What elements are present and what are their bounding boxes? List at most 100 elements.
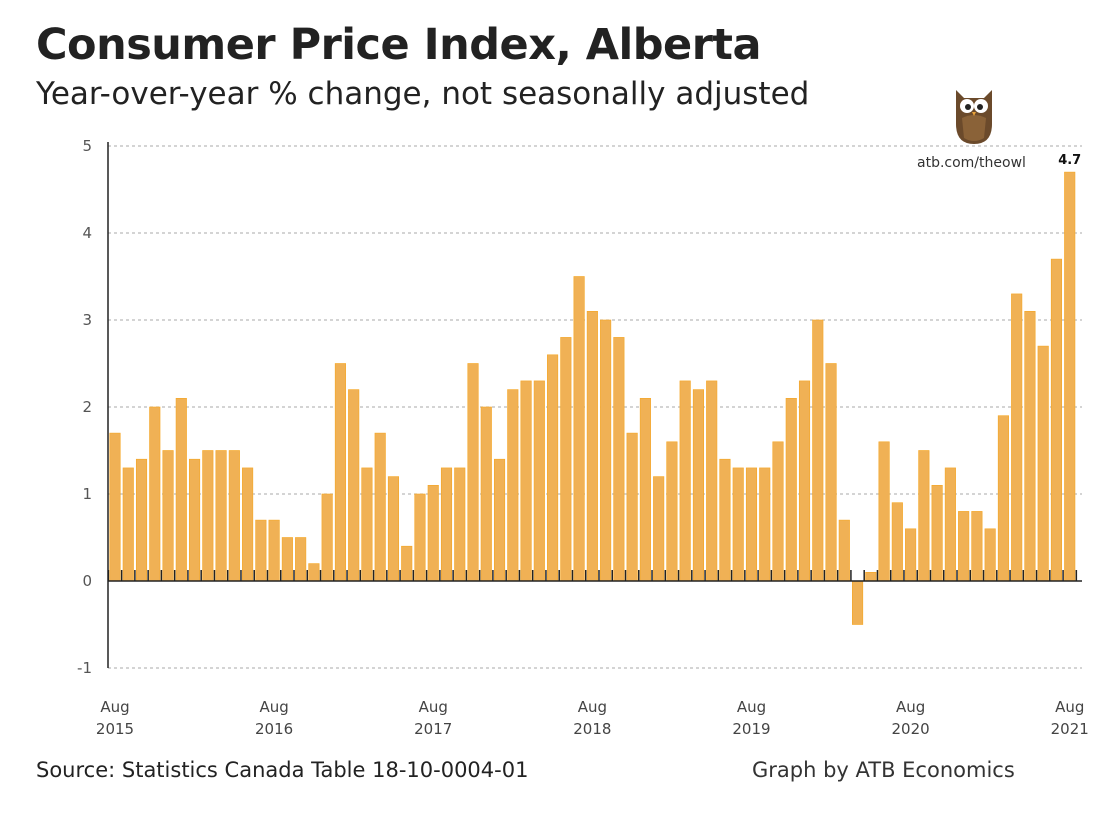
bar	[255, 519, 267, 582]
x-tick-label: Aug 2016	[255, 698, 293, 738]
bar	[361, 467, 373, 582]
x-tick-month: Aug	[896, 698, 925, 716]
bar	[812, 319, 824, 582]
x-tick-label: Aug 2015	[96, 698, 134, 738]
bar	[242, 467, 254, 582]
bar	[321, 493, 333, 582]
bar	[414, 493, 426, 582]
source-note: Source: Statistics Canada Table 18-10-00…	[36, 758, 529, 782]
bar	[852, 580, 864, 625]
bar	[334, 363, 346, 582]
chart-title: Consumer Price Index, Alberta	[36, 20, 761, 70]
bar	[454, 467, 466, 582]
bar	[1011, 293, 1023, 582]
bar	[401, 545, 413, 582]
bar	[931, 484, 943, 582]
x-tick-year: 2021	[1051, 720, 1089, 738]
bar	[215, 450, 227, 582]
y-tick-label: 0	[82, 572, 92, 590]
bar	[467, 363, 479, 582]
bar	[520, 380, 532, 582]
bar	[440, 467, 453, 582]
bar	[1064, 171, 1076, 582]
bar	[1024, 310, 1036, 582]
bar	[374, 432, 386, 582]
x-tick-year: 2017	[414, 720, 452, 738]
bar	[613, 337, 625, 582]
bar	[560, 337, 572, 582]
x-tick-label: Aug 2021	[1051, 698, 1089, 738]
x-tick-month: Aug	[1055, 698, 1084, 716]
bar	[480, 406, 492, 582]
x-tick-year: 2019	[732, 720, 770, 738]
x-tick-label: Aug 2017	[414, 698, 452, 738]
x-tick-month: Aug	[100, 698, 129, 716]
bar	[984, 528, 996, 582]
x-tick-label: Aug 2018	[573, 698, 611, 738]
x-tick-month: Aug	[737, 698, 766, 716]
bar	[149, 406, 161, 582]
bar	[573, 276, 585, 582]
bar	[997, 415, 1009, 582]
x-tick-year: 2018	[573, 720, 611, 738]
bar	[679, 380, 691, 582]
x-tick-month: Aug	[578, 698, 607, 716]
x-tick-label: Aug 2019	[732, 698, 770, 738]
bar	[547, 354, 559, 582]
bar	[838, 519, 850, 582]
bar	[891, 502, 903, 582]
bar	[175, 397, 187, 582]
chart-subtitle: Year-over-year % change, not seasonally …	[36, 76, 810, 112]
bar	[732, 467, 744, 582]
bar	[918, 450, 930, 582]
bar	[281, 537, 293, 582]
bar	[600, 319, 612, 582]
bar	[772, 441, 784, 582]
bar	[878, 441, 890, 582]
bar	[958, 511, 970, 582]
bar	[493, 458, 506, 582]
bar	[189, 458, 201, 582]
bar	[971, 511, 983, 582]
bar	[427, 484, 439, 582]
bar	[387, 476, 400, 582]
bar	[122, 467, 134, 582]
bar	[692, 389, 704, 582]
x-tick-year: 2020	[892, 720, 930, 738]
bar	[639, 397, 651, 582]
bar	[666, 441, 678, 582]
bar	[228, 450, 240, 582]
y-tick-label: 2	[82, 398, 92, 416]
bar	[586, 310, 598, 582]
y-tick-label: 4	[82, 224, 92, 242]
y-tick-label: -1	[77, 659, 92, 677]
bar	[109, 432, 121, 582]
bar	[202, 450, 214, 582]
x-tick-month: Aug	[419, 698, 448, 716]
bar	[135, 458, 148, 582]
bar	[653, 476, 665, 582]
bar	[719, 458, 731, 582]
x-tick-label: Aug 2020	[892, 698, 930, 738]
x-tick-month: Aug	[259, 698, 288, 716]
bar	[905, 528, 917, 582]
bar	[706, 380, 718, 582]
bar	[507, 389, 519, 582]
bar	[798, 380, 811, 582]
y-tick-label: 3	[82, 311, 92, 329]
bar	[825, 363, 837, 582]
bar	[533, 380, 545, 582]
bar	[308, 563, 320, 582]
bar	[944, 467, 956, 582]
bar	[865, 571, 877, 582]
bar	[1037, 345, 1049, 582]
y-tick-label: 1	[82, 485, 92, 503]
bar	[295, 537, 307, 582]
bar-chart: -1 0 1 2 3 4 5 Aug 2015 Aug 2016 Aug 2017 Aug 2018 Aug 2…	[77, 137, 1089, 738]
bar	[268, 519, 280, 582]
data-label-latest: 4.7	[1058, 153, 1081, 168]
bar	[162, 450, 174, 582]
x-tick-year: 2016	[255, 720, 293, 738]
y-tick-label: 5	[82, 137, 92, 155]
